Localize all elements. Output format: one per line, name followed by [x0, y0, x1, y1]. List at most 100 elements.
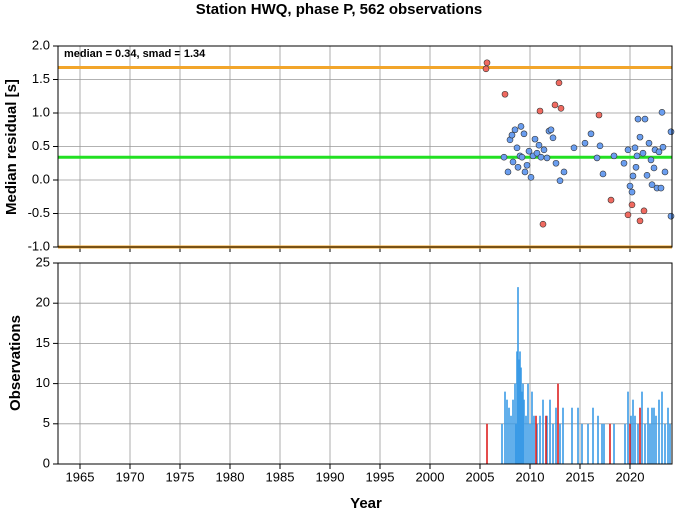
point [628, 201, 636, 209]
chart-title: Station HWQ, phase P, 562 observations [196, 1, 482, 18]
x-tick-label: 1985 [266, 469, 295, 484]
y-tick-label: -1.0 [28, 238, 50, 253]
point [509, 158, 517, 166]
point [650, 164, 658, 172]
point [482, 65, 490, 73]
point [517, 123, 525, 130]
x-tick-label: 2010 [516, 469, 545, 484]
point [570, 144, 578, 152]
point [595, 111, 603, 119]
point [521, 168, 529, 176]
point [536, 107, 544, 115]
x-tick-label: 1980 [216, 469, 245, 484]
y-tick-label: 0.5 [32, 138, 50, 153]
point [518, 153, 526, 161]
point [634, 115, 642, 123]
point [599, 170, 607, 178]
point [551, 101, 559, 109]
point [631, 144, 639, 152]
point [552, 159, 560, 167]
point [610, 152, 618, 160]
x-axis-label: Year [350, 495, 382, 511]
x-tick-label: 1995 [366, 469, 395, 484]
point [537, 153, 545, 161]
point [555, 79, 563, 87]
y-tick-label: 1.5 [32, 71, 50, 86]
plot-frame [57, 262, 673, 465]
point [483, 59, 491, 67]
x-tick-label: 2005 [466, 469, 495, 484]
point [543, 154, 551, 162]
point [624, 146, 632, 154]
point [501, 90, 509, 98]
point [657, 184, 665, 192]
point [547, 126, 555, 134]
point [636, 133, 644, 141]
point [647, 156, 655, 164]
point [560, 168, 568, 176]
point [527, 174, 535, 181]
x-tick-label: 1975 [166, 469, 195, 484]
point [641, 115, 649, 123]
y-tick-label: 2.0 [32, 37, 50, 52]
point [640, 207, 648, 215]
point [508, 131, 516, 139]
y-tick-label: 0.0 [32, 171, 50, 186]
point [628, 188, 636, 196]
x-tick-label: 1990 [316, 469, 345, 484]
point [500, 153, 508, 161]
point [648, 181, 656, 188]
point [593, 154, 601, 162]
point [643, 172, 651, 179]
point [620, 159, 628, 167]
point [626, 182, 634, 190]
point [659, 143, 667, 151]
annotation: median = 0.34, smad = 1.34 [64, 48, 206, 60]
point [633, 152, 641, 160]
y-tick-label: 25 [36, 254, 50, 269]
y-axis-label: Median residual [s] [3, 79, 20, 215]
y-tick-label: 20 [36, 295, 50, 310]
point [629, 172, 637, 180]
point [556, 177, 564, 184]
point [624, 211, 632, 219]
y-axis-label: Observations [7, 315, 24, 411]
point [655, 148, 663, 156]
point [523, 161, 531, 169]
y-tick-label: 1.0 [32, 104, 50, 119]
x-tick-label: 1965 [66, 469, 95, 484]
point [581, 139, 589, 147]
point [539, 220, 547, 228]
point [632, 163, 640, 171]
y-tick-label: -0.5 [28, 205, 50, 220]
point [533, 149, 541, 157]
point [667, 212, 675, 220]
point [587, 130, 595, 138]
point [520, 130, 528, 138]
plot-frame [57, 45, 673, 248]
point [645, 139, 653, 147]
point [511, 126, 519, 134]
point [639, 149, 647, 157]
y-tick-label: 5 [43, 415, 50, 430]
point [525, 147, 533, 155]
point [557, 105, 565, 112]
x-tick-label: 1970 [116, 469, 145, 484]
point [540, 146, 548, 154]
point [514, 163, 522, 171]
y-tick-label: 0 [43, 455, 50, 470]
point [596, 142, 604, 150]
point [636, 217, 644, 225]
point [535, 141, 543, 149]
point [531, 135, 539, 143]
point [661, 168, 669, 176]
point [504, 168, 512, 176]
point [607, 196, 615, 204]
x-tick-label: 2000 [416, 469, 445, 484]
x-tick-label: 2020 [616, 469, 645, 484]
point [513, 144, 521, 152]
y-tick-label: 15 [36, 335, 50, 350]
y-tick-label: 10 [36, 375, 50, 390]
